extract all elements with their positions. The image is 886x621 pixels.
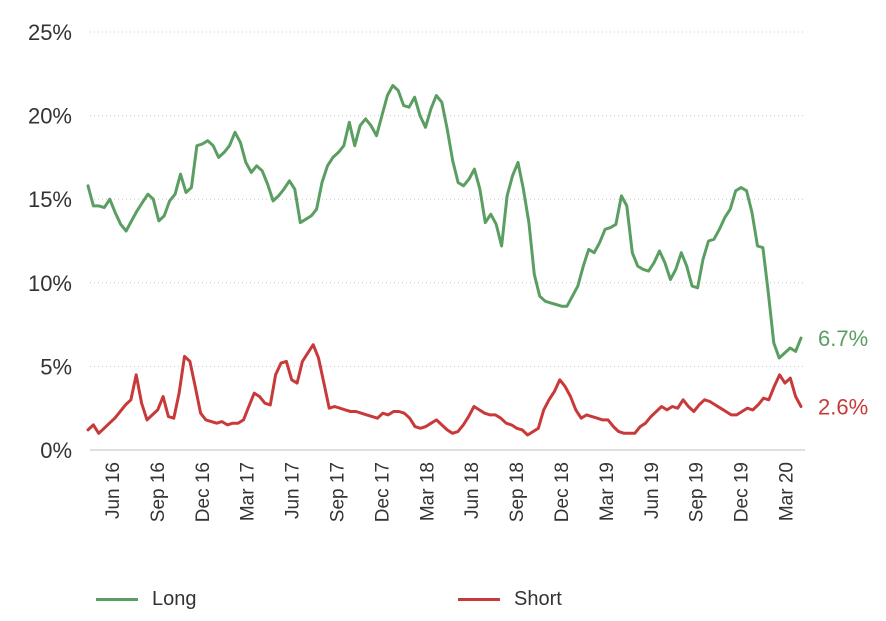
x-tick-label: Dec 19 [732, 462, 753, 522]
x-tick-label: Sep 16 [148, 462, 169, 522]
x-tick-label: Dec 18 [552, 462, 573, 522]
x-tick-label: Jun 16 [103, 462, 124, 519]
y-tick-label: 10% [28, 271, 72, 296]
series-line-long [86, 84, 803, 360]
legend-label-long: Long [152, 588, 197, 610]
x-tick-label: Mar 17 [238, 462, 259, 521]
legend-item-short: Short [458, 588, 562, 611]
y-tick-label: 15% [28, 187, 72, 212]
legend-label-short: Short [514, 588, 562, 610]
legend-item-long: Long [96, 588, 197, 611]
legend-swatch-short [458, 598, 500, 601]
x-tick-label: Sep 18 [507, 462, 528, 522]
legend-swatch-long [96, 598, 138, 601]
y-axis-tick-labels: 0% 5% 10% 15% 20% 25% [28, 20, 72, 463]
x-tick-label: Jun 18 [462, 462, 483, 519]
x-axis-tick-labels: Jun 16 Sep 16 Dec 16 Mar 17 Jun 17 Sep 17 Dec … [103, 462, 798, 522]
y-tick-label: 20% [28, 104, 72, 129]
y-tick-label: 25% [28, 20, 72, 45]
series-lines [86, 84, 803, 437]
x-tick-label: Sep 19 [687, 462, 708, 522]
end-label-long: 6.7% [818, 326, 868, 351]
x-tick-label: Sep 17 [328, 462, 349, 522]
x-tick-label: Dec 16 [193, 462, 214, 522]
series-line-short [86, 343, 803, 437]
x-tick-label: Dec 17 [372, 462, 393, 522]
y-tick-label: 0% [40, 438, 72, 463]
end-labels: 6.7% 2.6% [818, 326, 868, 420]
x-tick-label: Jun 19 [642, 462, 663, 519]
x-tick-label: Mar 19 [597, 462, 618, 521]
x-tick-label: Jun 17 [283, 462, 304, 519]
gridlines [90, 31, 805, 451]
x-tick-label: Mar 18 [417, 462, 438, 521]
x-tick-label: Mar 20 [777, 462, 798, 521]
y-tick-label: 5% [40, 354, 72, 379]
end-label-short: 2.6% [818, 395, 868, 420]
